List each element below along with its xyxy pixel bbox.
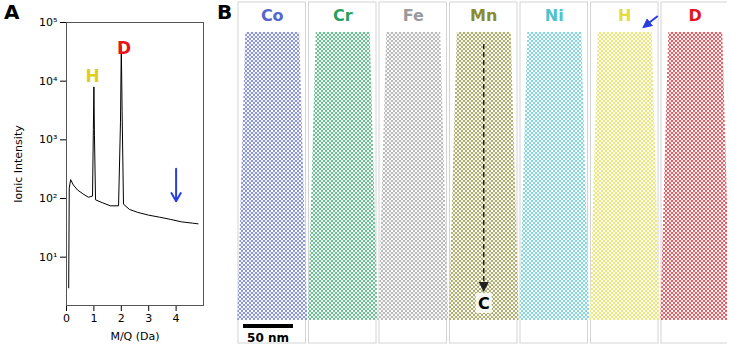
svg-text:C: C [478,294,490,313]
svg-text:Cr: Cr [333,6,353,25]
svg-text:1: 1 [90,312,97,325]
svg-text:H: H [85,66,99,86]
svg-text:10³: 10³ [39,133,57,146]
svg-text:Co: Co [261,6,284,25]
svg-text:H: H [618,6,631,25]
svg-text:D: D [689,6,702,25]
svg-text:2: 2 [118,312,125,325]
svg-text:10¹: 10¹ [39,251,57,264]
svg-text:3: 3 [145,312,152,325]
svg-text:10²: 10² [39,192,57,205]
svg-text:10⁴: 10⁴ [39,75,58,88]
svg-text:Mn: Mn [470,6,497,25]
svg-text:50 nm: 50 nm [247,331,289,345]
svg-text:Ni: Ni [545,6,564,25]
svg-text:Ionic Intensity: Ionic Intensity [12,125,25,203]
svg-text:0: 0 [63,312,70,325]
svg-text:4: 4 [173,312,180,325]
svg-text:10⁵: 10⁵ [39,16,57,29]
svg-text:D: D [117,38,131,58]
html-text:A: A [4,0,20,24]
svg-text:Fe: Fe [403,6,424,25]
svg-text:M/Q (Da): M/Q (Da) [110,330,159,343]
svg-text:B: B [217,0,232,24]
